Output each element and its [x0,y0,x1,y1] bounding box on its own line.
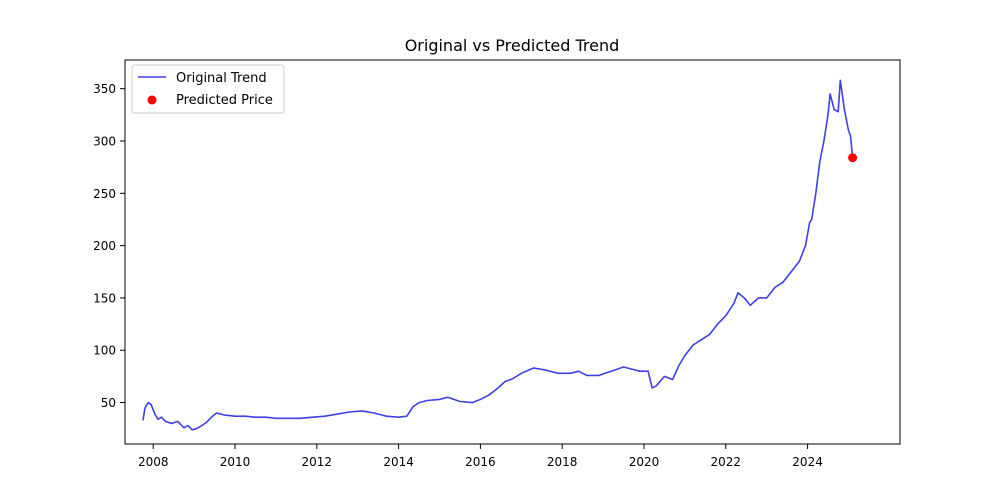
series-line-original-trend [142,79,854,431]
y-tick-label: 350 [93,82,116,96]
legend-label-predicted-price: Predicted Price [176,93,273,108]
x-tick-label: 2008 [138,455,169,469]
x-tick-label: 2022 [711,455,742,469]
legend-box [131,64,285,114]
predicted-price-point [848,153,858,163]
chart-title: Original vs Predicted Trend [405,36,620,55]
legend-dot-marker [147,95,157,105]
y-tick-label: 50 [101,396,116,410]
legend: Original Trend Predicted Price [131,64,285,114]
x-tick-label: 2012 [302,455,333,469]
x-tick-label: 2018 [547,455,578,469]
y-axis: 50 100 150 200 250 300 350 [93,82,125,410]
x-tick-label: 2020 [629,455,660,469]
y-tick-label: 100 [93,344,116,358]
x-tick-label: 2024 [792,455,823,469]
y-tick-label: 200 [93,239,116,253]
x-tick-label: 2016 [465,455,496,469]
y-tick-label: 150 [93,291,116,305]
legend-label-original-trend: Original Trend [176,71,267,86]
y-tick-label: 300 [93,134,116,148]
x-axis: 2008 2010 2012 2014 2016 2018 2020 2022 2024 [138,444,823,469]
y-tick-label: 250 [93,187,116,201]
x-tick-label: 2010 [220,455,251,469]
x-tick-label: 2014 [383,455,414,469]
axes-frame [124,59,901,445]
plot-area [124,59,901,445]
